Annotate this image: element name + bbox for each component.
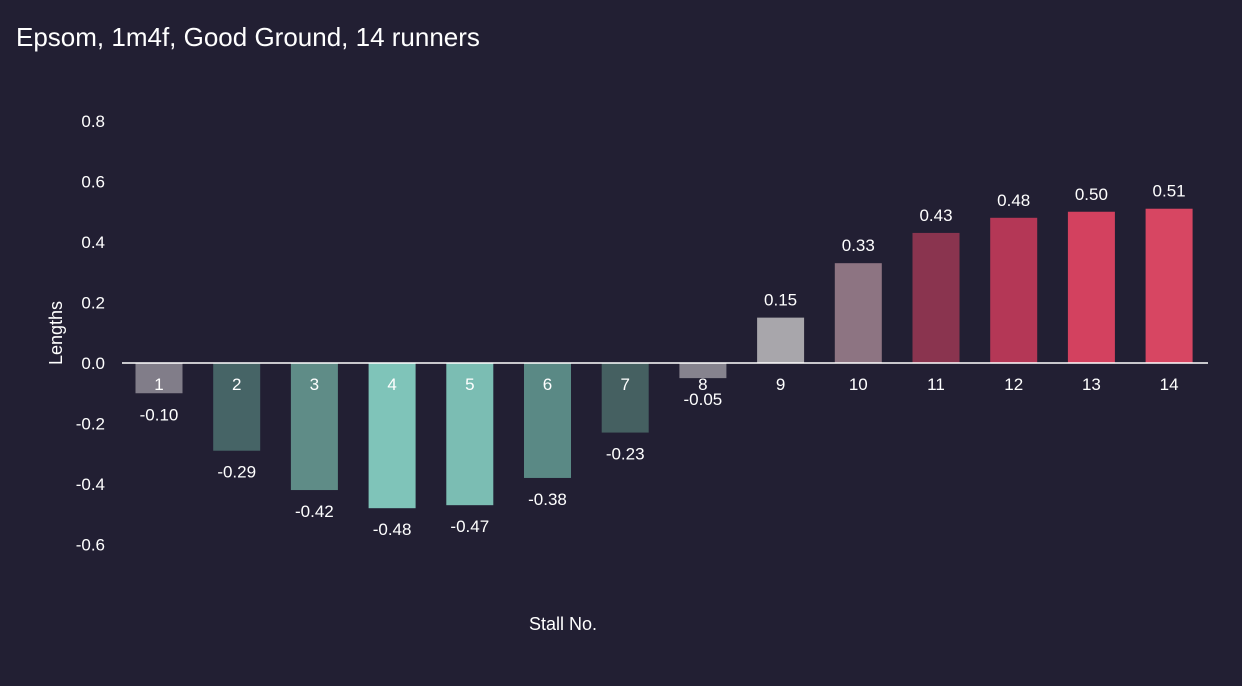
x-tick-label: 1 <box>154 375 163 394</box>
x-tick-label: 12 <box>1004 375 1023 394</box>
x-tick-label: 2 <box>232 375 241 394</box>
x-tick-label: 10 <box>849 375 868 394</box>
bar <box>1145 208 1193 363</box>
data-label: 0.48 <box>997 191 1030 210</box>
bar <box>368 363 416 509</box>
data-label: 0.50 <box>1075 185 1108 204</box>
data-label: 0.51 <box>1153 182 1186 201</box>
data-label: -0.29 <box>217 463 256 482</box>
data-label: -0.42 <box>295 502 334 521</box>
bar <box>679 363 727 379</box>
bar <box>912 232 960 363</box>
bar <box>1067 211 1115 363</box>
bar <box>757 317 805 363</box>
chart-title: Epsom, 1m4f, Good Ground, 14 runners <box>16 22 480 52</box>
value-labels: -0.10 -0.29 -0.42 -0.48 -0.47 -0.38 -0.23 -0.05… <box>140 182 1186 539</box>
data-label: -0.48 <box>373 520 412 539</box>
x-tick-label: 3 <box>310 375 319 394</box>
data-label: 0.15 <box>764 291 797 310</box>
y-tick-label: 0.8 <box>81 112 105 131</box>
y-axis-label: Lengths <box>46 301 66 365</box>
y-tick-label: -0.6 <box>76 536 105 555</box>
bar <box>601 363 649 433</box>
y-tick-label: 0.0 <box>81 354 105 373</box>
x-tick-label: 5 <box>465 375 474 394</box>
x-tick-label: 13 <box>1082 375 1101 394</box>
data-label: -0.05 <box>684 390 723 409</box>
bars <box>135 208 1193 509</box>
bar <box>834 263 882 363</box>
y-tick-label: -0.2 <box>76 415 105 434</box>
x-tick-label: 9 <box>776 375 785 394</box>
bar <box>290 363 338 491</box>
x-tick-label: 6 <box>543 375 552 394</box>
y-axis-ticks: 0.8 0.6 0.4 0.2 0.0 -0.2 -0.4 -0.6 <box>76 112 105 555</box>
bar <box>213 363 261 451</box>
data-label: 0.43 <box>919 206 952 225</box>
y-tick-label: -0.4 <box>76 475 105 494</box>
data-label: 0.33 <box>842 236 875 255</box>
x-tick-label: 11 <box>927 375 945 394</box>
y-tick-label: 0.4 <box>81 233 105 252</box>
y-tick-label: 0.2 <box>81 294 105 313</box>
x-axis-label: Stall No. <box>529 614 597 634</box>
y-tick-label: 0.6 <box>81 173 105 192</box>
bar <box>990 217 1038 363</box>
x-tick-label: 8 <box>698 375 707 394</box>
x-tick-label: 4 <box>387 375 396 394</box>
x-tick-label: 14 <box>1160 375 1179 394</box>
x-tick-label: 7 <box>620 375 629 394</box>
bar <box>135 363 183 394</box>
bar <box>524 363 571 478</box>
data-label: -0.47 <box>450 517 489 536</box>
x-axis-categories: 1 2 3 4 5 6 7 8 9 10 11 12 13 14 <box>154 375 1178 394</box>
data-label: -0.38 <box>528 490 567 509</box>
data-label: -0.23 <box>606 445 645 464</box>
data-label: -0.10 <box>140 405 179 424</box>
bar <box>446 363 494 506</box>
